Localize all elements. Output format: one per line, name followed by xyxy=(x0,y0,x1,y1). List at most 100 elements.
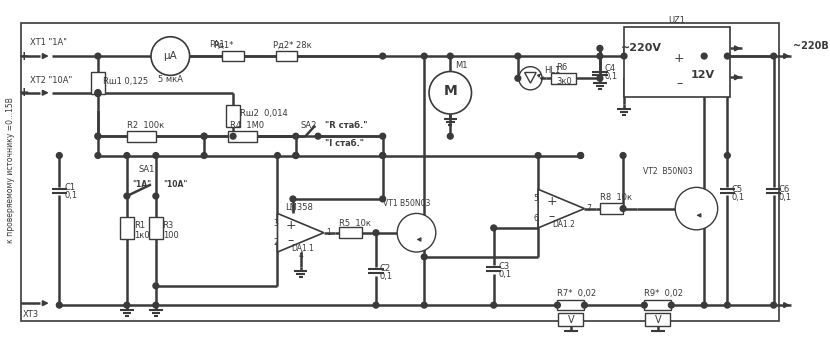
Circle shape xyxy=(597,53,603,59)
Bar xyxy=(645,313,671,326)
Text: R2  100к: R2 100к xyxy=(127,121,164,130)
Circle shape xyxy=(725,153,730,158)
Text: ~220В: ~220В xyxy=(793,41,828,52)
Text: ~220V: ~220V xyxy=(621,43,662,53)
Text: XT1 "1А": XT1 "1А" xyxy=(31,38,67,47)
Circle shape xyxy=(230,133,236,139)
Bar xyxy=(127,131,156,141)
Circle shape xyxy=(153,153,159,158)
Text: XT2 "10А": XT2 "10А" xyxy=(31,76,72,85)
Bar xyxy=(227,105,240,126)
Circle shape xyxy=(429,72,471,114)
Circle shape xyxy=(373,302,378,308)
Text: 7: 7 xyxy=(587,204,591,213)
Circle shape xyxy=(701,53,707,59)
Circle shape xyxy=(201,133,207,139)
Text: +: + xyxy=(286,219,296,233)
Circle shape xyxy=(519,67,542,90)
Text: 0,1: 0,1 xyxy=(731,193,745,201)
Circle shape xyxy=(315,133,321,139)
Text: C4: C4 xyxy=(605,64,616,73)
Circle shape xyxy=(153,193,159,199)
Circle shape xyxy=(554,302,560,308)
Text: "10А": "10А" xyxy=(164,180,188,189)
Text: LM358: LM358 xyxy=(285,203,313,212)
Circle shape xyxy=(491,302,496,308)
Bar xyxy=(222,51,244,61)
Text: Рд1*: Рд1* xyxy=(213,41,233,50)
Circle shape xyxy=(124,302,129,308)
Circle shape xyxy=(668,302,674,308)
Circle shape xyxy=(515,75,520,81)
Circle shape xyxy=(95,133,100,139)
Bar xyxy=(550,73,576,84)
Text: C1: C1 xyxy=(64,183,76,192)
Bar xyxy=(558,300,584,311)
Circle shape xyxy=(56,302,62,308)
Circle shape xyxy=(621,53,627,59)
Circle shape xyxy=(373,230,378,236)
Text: Rш2  0,014: Rш2 0,014 xyxy=(240,109,287,119)
Bar xyxy=(624,27,730,97)
Text: R9*  0,02: R9* 0,02 xyxy=(644,289,683,298)
Circle shape xyxy=(642,302,647,308)
Circle shape xyxy=(535,153,541,158)
Bar xyxy=(91,73,105,94)
Circle shape xyxy=(771,53,777,59)
Circle shape xyxy=(447,133,453,139)
Text: VT2  B50N03: VT2 B50N03 xyxy=(642,167,692,176)
Circle shape xyxy=(597,75,603,81)
Circle shape xyxy=(578,153,583,158)
Text: 0,1: 0,1 xyxy=(499,270,511,279)
Circle shape xyxy=(293,153,299,158)
Circle shape xyxy=(293,153,299,158)
Text: μА: μА xyxy=(164,51,177,61)
Text: 4: 4 xyxy=(298,252,303,260)
Circle shape xyxy=(515,53,520,59)
Circle shape xyxy=(701,302,707,308)
Text: V: V xyxy=(568,315,574,325)
Bar xyxy=(600,203,623,214)
Text: R3: R3 xyxy=(163,221,173,231)
Circle shape xyxy=(95,90,100,96)
Circle shape xyxy=(95,133,100,139)
Text: "1А": "1А" xyxy=(133,180,152,189)
Text: +: + xyxy=(18,49,29,63)
Text: к проверяемому источнику =0...15В: к проверяемому источнику =0...15В xyxy=(6,97,15,243)
Text: SA1: SA1 xyxy=(138,165,154,175)
Text: 5: 5 xyxy=(534,195,539,203)
Text: SA2: SA2 xyxy=(300,121,317,130)
Text: 12V: 12V xyxy=(691,71,715,80)
Text: R1: R1 xyxy=(134,221,144,231)
Text: 0,1: 0,1 xyxy=(380,272,393,281)
Bar xyxy=(339,227,363,238)
Bar xyxy=(644,300,671,311)
Text: "R стаб.": "R стаб." xyxy=(325,121,368,130)
Circle shape xyxy=(290,196,295,202)
Text: +: + xyxy=(674,52,685,64)
Text: R6: R6 xyxy=(556,63,568,72)
Circle shape xyxy=(124,153,129,158)
Text: 100: 100 xyxy=(163,231,178,240)
Text: –: – xyxy=(676,77,682,89)
Text: Rш1 0,125: Rш1 0,125 xyxy=(103,77,148,86)
Text: 1: 1 xyxy=(325,228,330,237)
Circle shape xyxy=(56,153,62,158)
Text: 1к0: 1к0 xyxy=(134,231,149,240)
Circle shape xyxy=(275,153,281,158)
Circle shape xyxy=(422,302,427,308)
Circle shape xyxy=(620,153,626,158)
Text: 2: 2 xyxy=(273,238,278,247)
Circle shape xyxy=(491,225,496,231)
Circle shape xyxy=(597,45,603,51)
Circle shape xyxy=(380,196,386,202)
Circle shape xyxy=(95,91,100,97)
Circle shape xyxy=(380,153,386,158)
Text: C3: C3 xyxy=(499,262,510,271)
Text: –: – xyxy=(21,297,27,310)
Text: 3к0: 3к0 xyxy=(556,77,572,86)
Text: 0,1: 0,1 xyxy=(779,193,792,201)
Circle shape xyxy=(153,302,159,308)
Text: Рд2* 28к: Рд2* 28к xyxy=(272,41,311,50)
Text: R7*  0,02: R7* 0,02 xyxy=(558,289,597,298)
